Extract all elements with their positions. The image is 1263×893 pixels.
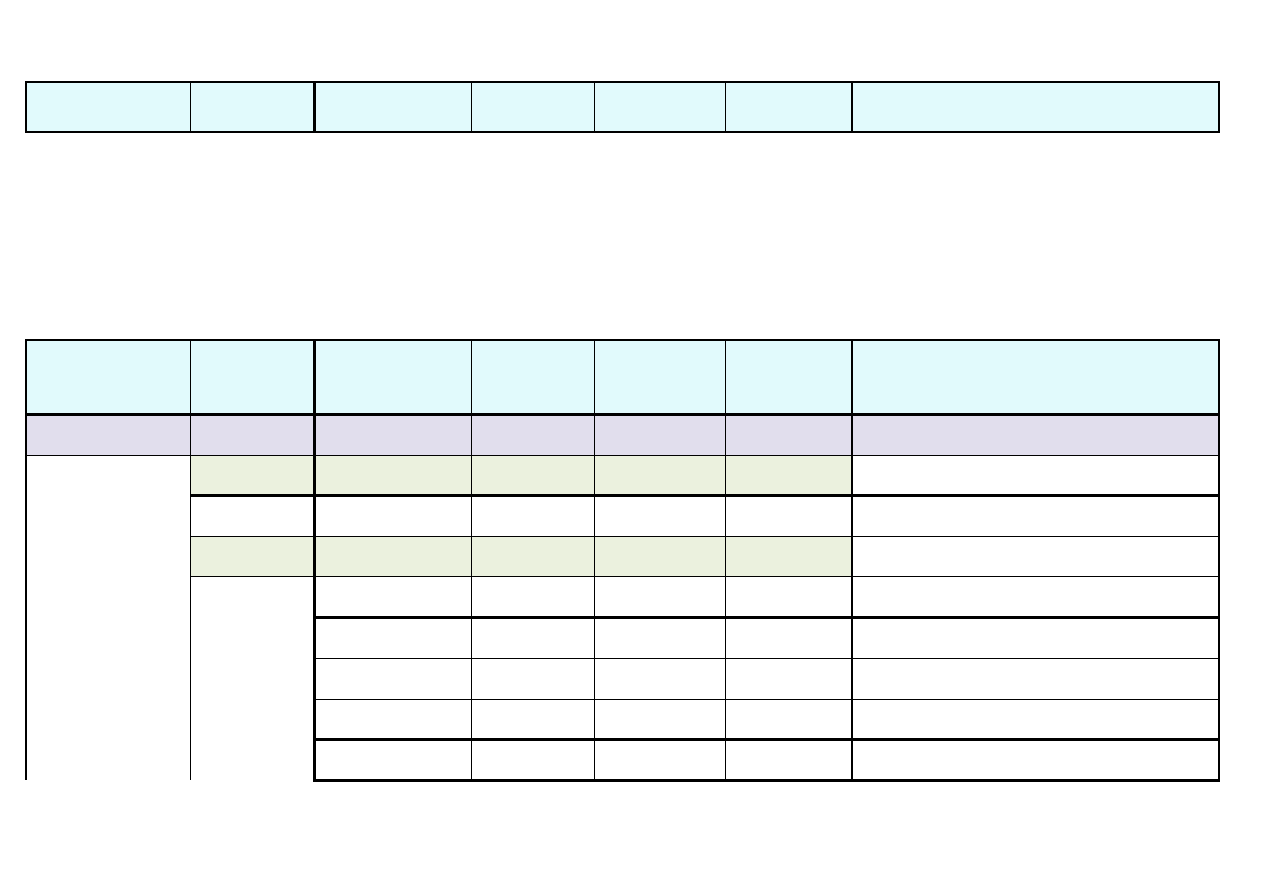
body-cell [851, 617, 1220, 659]
upper-header-cell [593, 81, 725, 133]
body-row-8 [26, 739, 1220, 782]
body-cell [470, 495, 594, 537]
body-cell [593, 658, 725, 700]
body-cell [851, 495, 1220, 537]
upper-header-cell [25, 81, 190, 133]
subheader-cell [724, 414, 852, 456]
body-cell [851, 576, 1220, 619]
body-cell [312, 536, 471, 577]
body-cell [189, 536, 314, 577]
lower-header-cell [470, 339, 594, 416]
lower-header-cell [312, 339, 471, 416]
upper-header-cell [851, 81, 1220, 133]
lower-header-cell [724, 339, 852, 416]
body-cell [724, 617, 852, 659]
body-cell [593, 576, 725, 619]
body-row-4 [26, 576, 1220, 780]
lower-header-cell [189, 339, 314, 416]
merged-cell-col1 [25, 455, 190, 780]
subheader-cell [470, 414, 594, 456]
lower-header-cell [593, 339, 725, 416]
body-row-7 [26, 699, 1220, 741]
body-cell [312, 699, 471, 741]
body-cell [593, 699, 725, 741]
subheader-cell [593, 414, 725, 456]
body-cell [593, 617, 725, 659]
body-cell [724, 658, 852, 700]
upper-header-cell [724, 81, 852, 133]
body-cell [312, 495, 471, 537]
body-cell [312, 455, 471, 497]
body-cell [470, 658, 594, 700]
lower-subheader-row [25, 414, 1220, 456]
upper-header-row [25, 81, 1220, 133]
body-cell [724, 536, 852, 577]
body-cell [189, 495, 314, 537]
body-cell [189, 455, 314, 497]
body-cell [593, 739, 725, 782]
subheader-cell [25, 414, 190, 456]
body-cell [470, 455, 594, 497]
body-cell [851, 455, 1220, 497]
body-row-5 [26, 617, 1220, 659]
body-cell [470, 536, 594, 577]
upper-header-cell [189, 81, 314, 133]
lower-header-row [25, 339, 1220, 416]
subheader-cell [312, 414, 471, 456]
body-row-1 [25, 455, 1220, 780]
merged-cell-col2 [189, 576, 314, 780]
body-cell [851, 739, 1220, 782]
lower-header-cell [851, 339, 1220, 416]
body-cell [724, 455, 852, 497]
body-cell [851, 536, 1220, 577]
body-cell [724, 699, 852, 741]
body-cell [312, 617, 471, 659]
body-cell [470, 576, 594, 619]
lower-header-cell [25, 339, 190, 416]
body-row-6 [26, 658, 1220, 700]
body-row-2 [26, 495, 1220, 537]
body-cell [312, 739, 471, 782]
body-cell [470, 739, 594, 782]
body-cell [593, 455, 725, 497]
body-cell [470, 699, 594, 741]
body-cell [593, 536, 725, 577]
upper-header-cell [312, 81, 471, 133]
subheader-cell [189, 414, 314, 456]
body-cell [312, 576, 471, 619]
upper-table [25, 81, 1220, 133]
body-cell [724, 576, 852, 619]
body-cell [851, 658, 1220, 700]
subheader-cell [851, 414, 1220, 456]
lower-table [25, 339, 1220, 782]
body-cell [724, 739, 852, 782]
body-cell [851, 699, 1220, 741]
upper-header-cell [470, 81, 594, 133]
body-cell [724, 495, 852, 537]
body-cell [593, 495, 725, 537]
body-row-3 [26, 536, 1220, 577]
body-cell [470, 617, 594, 659]
body-cell [312, 658, 471, 700]
